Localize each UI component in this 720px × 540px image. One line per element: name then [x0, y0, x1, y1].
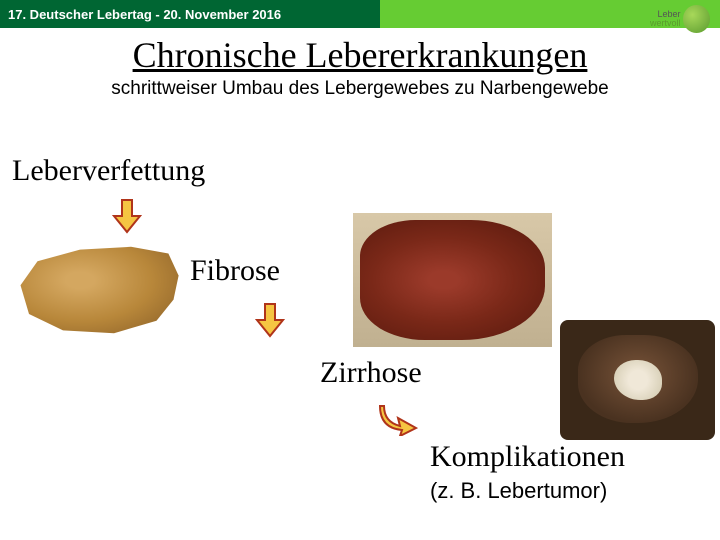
arrow-down-icon: [255, 302, 285, 338]
header-dark-segment: 17. Deutscher Lebertag - 20. November 20…: [0, 0, 380, 28]
liver-fatty-image: [12, 242, 182, 338]
arrow-down-icon: [112, 198, 142, 234]
stage-komplikationen: Komplikationen: [430, 440, 625, 474]
stage-komplikationen-sub: (z. B. Lebertumor): [430, 478, 607, 504]
stage-fibrose: Fibrose: [190, 254, 280, 288]
page-title: Chronische Lebererkrankungen: [0, 34, 720, 76]
title-block: Chronische Lebererkrankungen schrittweis…: [0, 34, 720, 100]
logo-circle-icon: [683, 5, 710, 33]
logo-text-bot: wertvoll: [650, 19, 681, 28]
logo: Leber wertvoll: [650, 2, 710, 36]
logo-text-block: Leber wertvoll: [650, 10, 681, 28]
slide-header: 17. Deutscher Lebertag - 20. November 20…: [0, 0, 720, 28]
page-subtitle: schrittweiser Umbau des Lebergewebes zu …: [0, 78, 720, 100]
stage-zirrhose: Zirrhose: [320, 356, 422, 390]
stage-leberverfettung: Leberverfettung: [12, 154, 205, 188]
event-title: 17. Deutscher Lebertag - 20. November 20…: [8, 7, 281, 22]
liver-fibrose-image: [360, 220, 545, 340]
arrow-down-right-icon: [378, 402, 418, 436]
